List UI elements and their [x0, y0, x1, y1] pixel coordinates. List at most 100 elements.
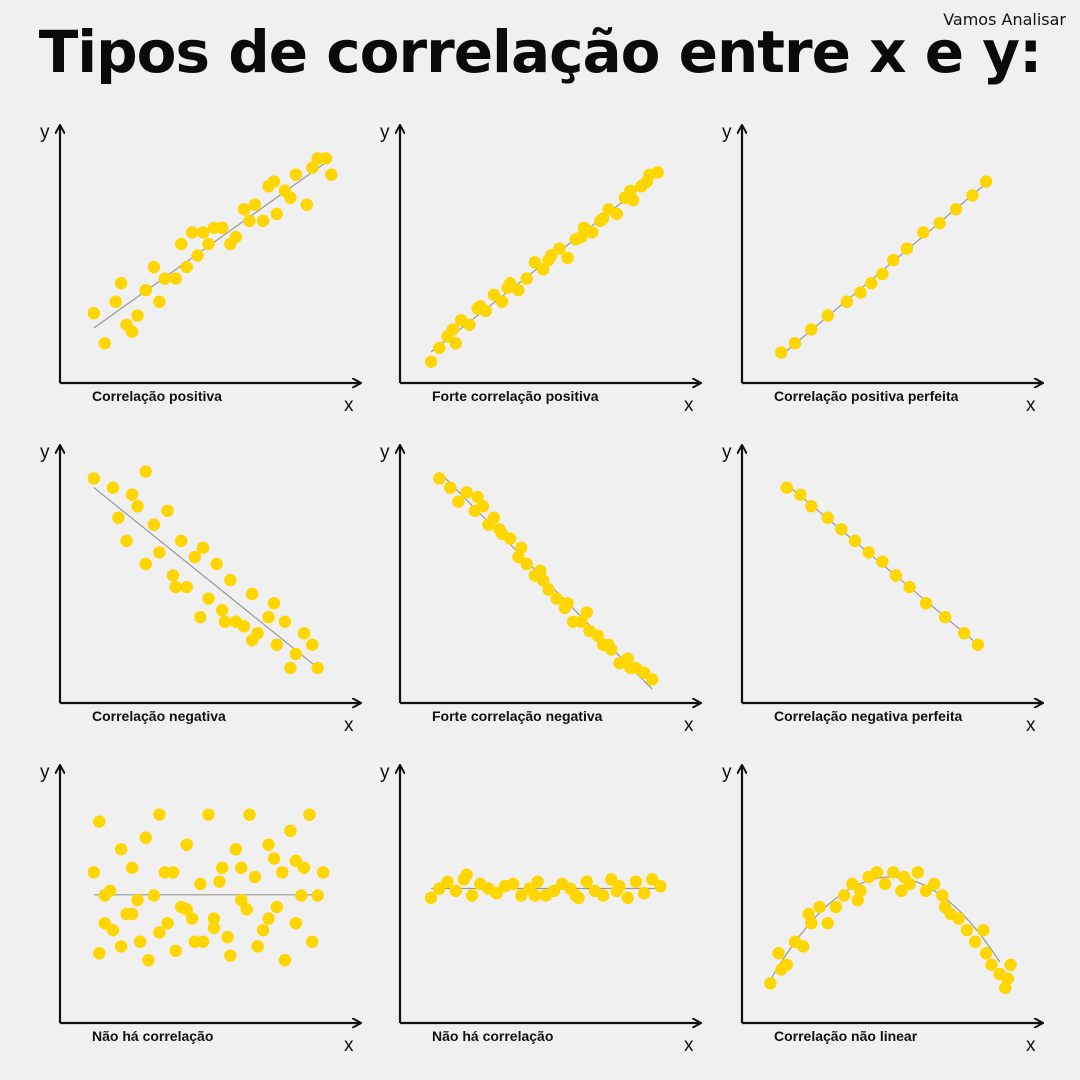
data-point — [854, 286, 867, 299]
data-point — [780, 481, 793, 494]
data-point — [487, 511, 501, 524]
data-point — [169, 580, 182, 594]
data-point — [262, 912, 275, 925]
data-point — [1004, 958, 1017, 971]
panel-caption: Correlação positiva — [92, 388, 222, 404]
data-point — [306, 935, 319, 948]
data-point — [185, 912, 199, 925]
data-point — [876, 267, 889, 281]
data-point — [651, 166, 664, 179]
data-point — [835, 523, 848, 536]
panel-caption: Correlação não linear — [774, 1028, 918, 1044]
data-point — [125, 861, 139, 874]
data-point — [531, 875, 544, 888]
data-point — [109, 295, 122, 308]
data-point — [267, 597, 281, 610]
data-point — [446, 323, 460, 336]
data-point — [876, 555, 889, 568]
data-point — [520, 557, 533, 571]
data-point — [629, 875, 643, 888]
data-point — [775, 346, 788, 359]
data-point — [112, 511, 125, 524]
data-point — [147, 889, 161, 902]
data-point — [158, 866, 172, 879]
data-point — [495, 295, 509, 308]
data-point — [207, 221, 221, 234]
data-point — [278, 615, 292, 628]
data-point — [985, 958, 998, 971]
x-axis-label: x — [344, 715, 354, 736]
data-point — [550, 592, 563, 605]
data-point — [229, 230, 242, 244]
data-point — [490, 886, 503, 900]
data-point — [303, 808, 316, 821]
data-point — [289, 917, 303, 930]
x-axis-label: x — [1026, 715, 1036, 736]
data-point — [889, 569, 903, 582]
data-point — [474, 300, 487, 313]
panel-caption: Forte correlação negativa — [432, 708, 603, 724]
data-point — [147, 518, 161, 531]
data-point — [191, 249, 204, 262]
scatter-plot-2: yx — [380, 122, 710, 416]
data-point — [460, 868, 473, 881]
data-point — [270, 207, 283, 221]
scatter-panel-7: y x Não há correlação — [30, 758, 370, 1078]
data-point — [504, 532, 517, 545]
scatter-panel-3: y x Correlação positiva perfeita — [712, 118, 1052, 438]
data-point — [300, 198, 313, 211]
data-point — [125, 907, 139, 921]
data-point — [256, 923, 270, 937]
scatter-panel-5: y x Forte correlação negativa — [370, 438, 710, 758]
data-point — [229, 843, 242, 856]
brand-label: Vamos Analisar — [943, 10, 1066, 29]
scatter-plot-3: yx — [722, 122, 1052, 416]
data-point — [553, 242, 566, 255]
data-point — [424, 891, 438, 905]
data-point — [306, 638, 319, 651]
data-point — [278, 184, 292, 198]
data-point — [938, 900, 952, 914]
data-point — [93, 947, 106, 960]
scatter-plot-1: yx — [40, 122, 370, 416]
data-point — [120, 534, 133, 548]
data-point — [240, 903, 253, 916]
data-point — [248, 870, 262, 884]
data-point — [153, 295, 166, 308]
data-point — [829, 900, 843, 914]
panel-caption: Correlação negativa perfeita — [774, 708, 963, 724]
data-point — [142, 953, 155, 967]
data-point — [270, 638, 283, 651]
scatter-plot-9: yx — [722, 762, 1052, 1056]
data-point — [610, 207, 623, 221]
data-point — [169, 944, 182, 958]
data-point — [506, 877, 520, 891]
data-point — [284, 661, 297, 675]
data-point — [153, 808, 166, 821]
data-point — [134, 935, 147, 948]
data-point — [493, 523, 506, 536]
data-point — [452, 495, 465, 508]
data-point — [821, 309, 834, 322]
data-point — [87, 866, 101, 879]
scatter-panel-1: y x Correlação positiva — [30, 118, 370, 438]
data-point — [311, 889, 324, 902]
data-point — [98, 337, 111, 350]
data-point — [805, 500, 818, 513]
data-point — [196, 935, 210, 948]
data-point — [621, 891, 634, 905]
data-point — [218, 615, 232, 628]
data-point — [1001, 972, 1015, 985]
data-point — [591, 629, 604, 642]
data-point — [463, 318, 476, 331]
data-point — [610, 884, 623, 898]
data-point — [131, 309, 144, 322]
y-axis-label: y — [722, 122, 732, 143]
data-point — [93, 815, 106, 828]
data-point — [637, 886, 651, 900]
data-point — [262, 838, 275, 851]
data-point — [153, 546, 166, 559]
data-point — [971, 638, 985, 651]
data-point — [917, 226, 930, 239]
data-point — [202, 237, 215, 251]
